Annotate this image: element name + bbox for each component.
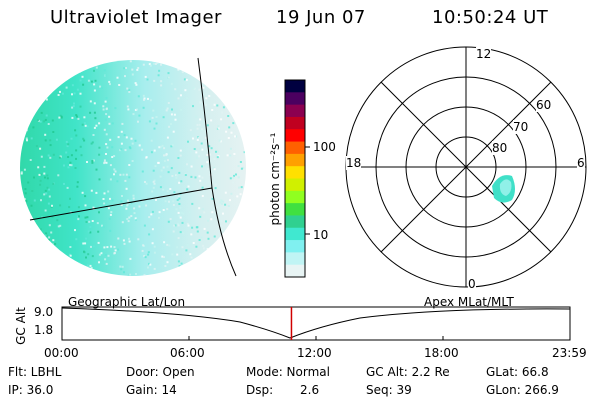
status-mode: Mode: Normal [246, 365, 330, 379]
colorbar-segment [285, 92, 305, 106]
colorbar-segment [285, 178, 305, 192]
date-label: 19 Jun 07 [276, 7, 366, 28]
colorbar-tick-100: 100 [313, 140, 336, 154]
status-dsp-label: Dsp: [246, 383, 274, 397]
status-glat: GLat: 66.8 [486, 365, 549, 379]
aurora-patch [492, 175, 515, 203]
status-flt: Flt: LBHL [8, 365, 62, 379]
colorbar-segment [285, 264, 305, 278]
terminator-line [29, 187, 213, 221]
status-glon: GLon: 266.9 [486, 383, 559, 397]
colorbar-segment [285, 203, 305, 216]
colorbar-segment [285, 129, 305, 143]
lat-label-70: 70 [513, 120, 529, 134]
colorbar-segment [285, 80, 305, 93]
timeline-ytick-9: 9.0 [34, 305, 54, 319]
lat-label-60: 60 [536, 98, 552, 112]
status-door: Door: Open [126, 365, 195, 379]
time-label: 10:50:24 UT [432, 7, 549, 28]
colorbar-segment [285, 116, 305, 130]
colorbar-segment [285, 215, 305, 229]
status-gain: Gain: 14 [126, 383, 177, 397]
status-gc-alt: GC Alt: 2.2 Re [366, 365, 450, 379]
timeline-ytick-1-8: 1.8 [34, 323, 54, 337]
status-ip: IP: 36.0 [8, 383, 54, 397]
instrument-title: Ultraviolet Imager [50, 7, 222, 28]
colorbar-tick-10: 10 [313, 228, 329, 242]
mlt-label-12: 12 [476, 47, 492, 61]
timeline-xtick-0000: 00:00 [44, 346, 79, 360]
status-dsp-value: 2.6 [300, 383, 320, 397]
timeline-xtick-2359: 23:59 [552, 346, 587, 360]
mlt-label-18: 18 [346, 156, 362, 170]
altitude-curve [61, 307, 571, 339]
status-seq: Seq: 39 [366, 383, 412, 397]
colorbar-segment [285, 190, 305, 204]
timeline-right-title: Apex MLat/MLT [424, 295, 514, 309]
colorbar-segment [285, 153, 305, 167]
colorbar-segment [285, 252, 305, 266]
colorbar-segment [285, 227, 305, 241]
limb-curve [197, 57, 237, 277]
mlt-label-6: 6 [577, 156, 585, 170]
timeline-xtick-1200: 12:00 [297, 346, 332, 360]
colorbar-segment [285, 141, 305, 155]
timeline-left-title: Geographic Lat/Lon [68, 295, 186, 309]
colorbar-segment [285, 240, 305, 253]
lat-label-80: 80 [492, 141, 508, 155]
colorbar-segment [285, 104, 305, 118]
colorbar-segment [285, 166, 305, 179]
timeline-xtick-1800: 18:00 [424, 346, 459, 360]
mlt-label-0: 0 [468, 277, 476, 291]
timeline-xtick-0600: 06:00 [170, 346, 205, 360]
